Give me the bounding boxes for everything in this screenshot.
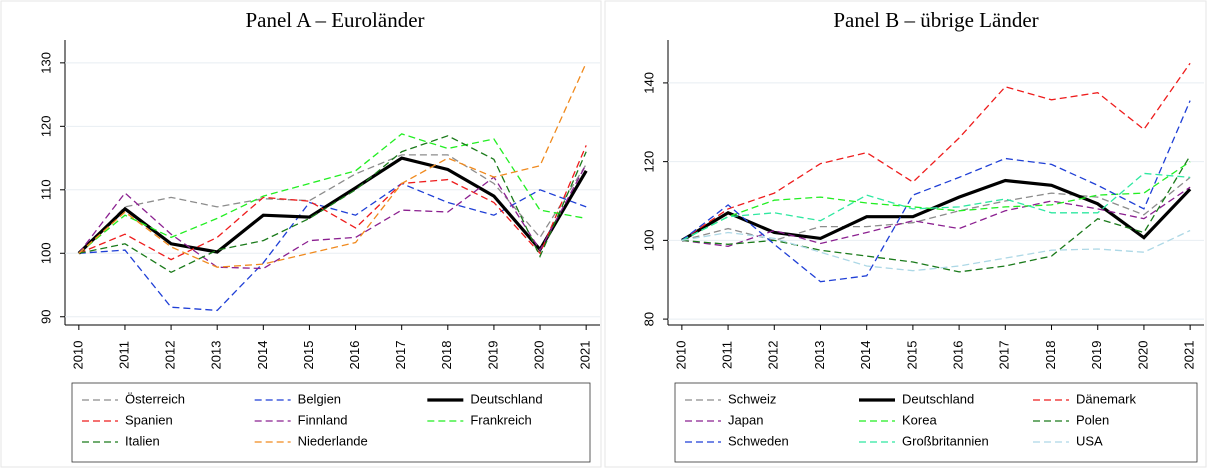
- series-line: [78, 133, 587, 254]
- x-tick-label: 2015: [301, 341, 316, 370]
- x-tick-label: 2013: [812, 341, 827, 370]
- x-tick-label: 2020: [1135, 341, 1150, 370]
- series-line: [681, 62, 1191, 241]
- x-tick-label: 2019: [485, 341, 500, 370]
- y-tick-label: 100: [641, 230, 656, 252]
- legend-label: Finnland: [298, 412, 348, 427]
- x-tick-label: 2017: [393, 341, 408, 370]
- series-line: [78, 154, 587, 254]
- x-tick-label: 2021: [578, 341, 593, 370]
- x-tick-label: 2012: [163, 341, 178, 370]
- legend-label: Niederlande: [298, 433, 368, 448]
- legend-label: Belgien: [298, 391, 341, 406]
- series-line: [78, 145, 587, 261]
- x-tick-label: 2010: [70, 341, 85, 370]
- legend-box: [71, 382, 591, 463]
- x-tick-label: 2010: [673, 341, 688, 370]
- panel-title: Panel B – übrige Länder: [833, 8, 1038, 32]
- legend-label: Großbritannien: [902, 433, 989, 448]
- y-tick-label: 120: [38, 115, 53, 137]
- y-tick-label: 130: [38, 52, 53, 74]
- y-tick-label: 100: [38, 242, 53, 264]
- x-tick-label: 2016: [951, 341, 966, 370]
- series-line: [681, 176, 1191, 242]
- x-tick-label: 2011: [116, 341, 131, 369]
- legend-label: Schweiz: [728, 391, 776, 406]
- legend-label: Japan: [728, 412, 763, 427]
- series-line: [78, 62, 587, 268]
- x-tick-label: 2020: [531, 341, 546, 370]
- x-tick-label: 2019: [1089, 341, 1104, 370]
- legend-label: Frankreich: [470, 412, 531, 427]
- legend-label: Spanien: [125, 412, 173, 427]
- series-line: [681, 100, 1191, 283]
- series-line: [681, 172, 1191, 241]
- series-line: [681, 155, 1191, 273]
- legend-label: Deutschland: [470, 391, 542, 406]
- series-line: [681, 161, 1191, 241]
- legend-label: Österreich: [125, 391, 185, 406]
- y-tick-label: 80: [641, 312, 656, 326]
- y-tick-label: 140: [641, 72, 656, 94]
- legend-box: [674, 382, 1198, 463]
- legend-label: USA: [1076, 433, 1103, 448]
- x-tick-label: 2014: [255, 341, 270, 370]
- x-tick-label: 2018: [439, 341, 454, 370]
- series-line: [681, 229, 1191, 272]
- y-tick-label: 110: [38, 179, 53, 200]
- series-line: [78, 135, 587, 274]
- x-tick-label: 2011: [720, 341, 735, 369]
- x-tick-label: 2014: [858, 341, 873, 370]
- series-line: [77, 156, 588, 255]
- legend-label: Polen: [1076, 412, 1109, 427]
- legend-label: Deutschland: [902, 391, 974, 406]
- y-tick-label: 90: [38, 310, 53, 324]
- series-line: [78, 164, 587, 270]
- panel-title: Panel A – Euroländer: [245, 8, 424, 32]
- x-tick-label: 2017: [997, 341, 1012, 370]
- legend-label: Schweden: [728, 433, 789, 448]
- panel-frame: [0, 0, 602, 468]
- x-tick-label: 2016: [347, 341, 362, 370]
- x-tick-label: 2012: [766, 341, 781, 370]
- x-tick-label: 2021: [1182, 341, 1197, 370]
- y-tick-label: 120: [641, 151, 656, 173]
- legend-label: Korea: [902, 412, 937, 427]
- panel-frame: [604, 0, 1207, 468]
- series-line: [681, 178, 1192, 242]
- x-tick-label: 2018: [1043, 341, 1058, 370]
- legend-label: Dänemark: [1076, 391, 1136, 406]
- x-tick-label: 2013: [209, 341, 224, 370]
- legend-label: Italien: [125, 433, 160, 448]
- x-tick-label: 2015: [904, 341, 919, 370]
